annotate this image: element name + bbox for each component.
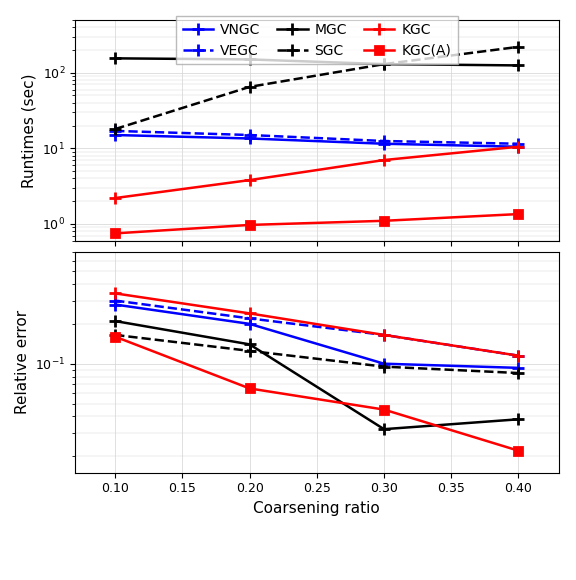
X-axis label: Coarsening ratio: Coarsening ratio [253, 501, 380, 516]
Y-axis label: Relative error: Relative error [14, 310, 29, 414]
Y-axis label: Runtimes (sec): Runtimes (sec) [21, 73, 36, 187]
Legend: VNGC, VEGC, MGC, SGC, KGC, KGC(A): VNGC, VEGC, MGC, SGC, KGC, KGC(A) [176, 16, 458, 64]
